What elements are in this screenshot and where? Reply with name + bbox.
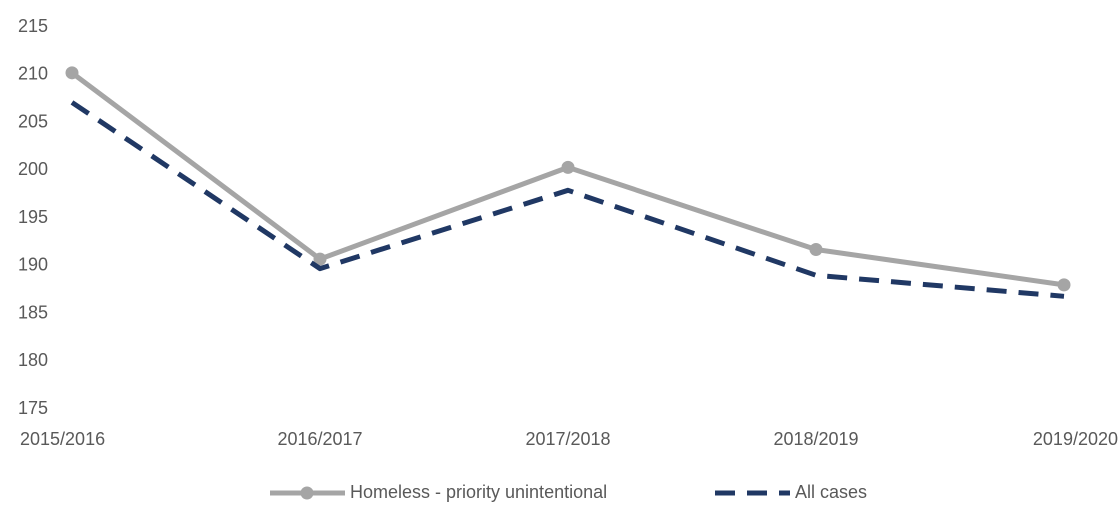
point-marker xyxy=(561,160,575,174)
series-line xyxy=(70,70,1065,288)
x-tick-label: 2017/2018 xyxy=(525,429,610,449)
x-tick-label: 2018/2019 xyxy=(773,429,858,449)
x-tick-label: 2019/2020 xyxy=(1033,429,1118,449)
y-tick-label: 185 xyxy=(18,302,48,322)
point-marker xyxy=(313,252,327,266)
y-tick-label: 180 xyxy=(18,350,48,370)
y-tick-label: 175 xyxy=(18,398,48,418)
y-tick-label: 205 xyxy=(18,111,48,131)
legend-label: All cases xyxy=(795,482,867,502)
point-marker xyxy=(65,66,79,80)
y-tick-label: 215 xyxy=(18,16,48,36)
legend-marker xyxy=(300,486,314,500)
series-line xyxy=(70,100,1065,299)
point-marker xyxy=(1057,278,1071,292)
x-tick-label: 2015/2016 xyxy=(20,429,105,449)
y-tick-label: 200 xyxy=(18,159,48,179)
y-tick-label: 190 xyxy=(18,255,48,275)
legend-label: Homeless - priority unintentional xyxy=(350,482,607,502)
y-tick-label: 195 xyxy=(18,207,48,227)
x-tick-label: 2016/2017 xyxy=(277,429,362,449)
y-tick-label: 210 xyxy=(18,64,48,84)
point-marker xyxy=(809,243,823,257)
